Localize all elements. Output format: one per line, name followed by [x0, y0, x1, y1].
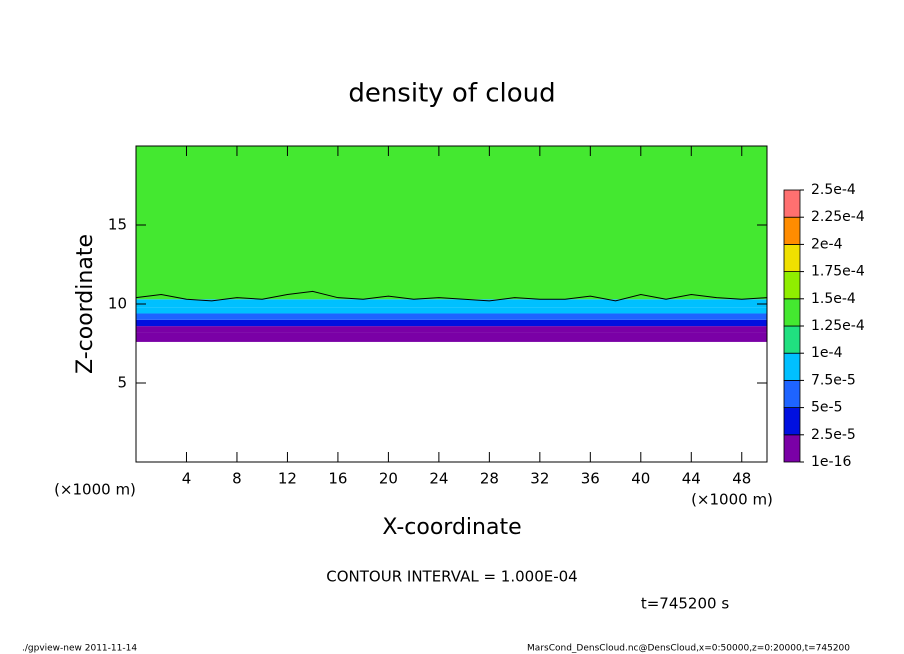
- colorbar-label: 1.75e-4: [811, 264, 865, 280]
- colorbar-box: [783, 298, 801, 327]
- colorbar-label: 1e-16: [811, 454, 851, 470]
- contour-interval: CONTOUR INTERVAL = 1.000E-04: [326, 568, 577, 586]
- colorbar-box: [783, 271, 801, 300]
- colorbar-label: 1.25e-4: [811, 318, 865, 334]
- colorbar-label: 2e-4: [811, 236, 843, 252]
- x-tick-label: 12: [278, 470, 297, 488]
- x-tick-label: 32: [530, 470, 549, 488]
- colorbar-box: [783, 434, 801, 463]
- x-tick-label: 16: [328, 470, 347, 488]
- colorbar-box: [783, 216, 801, 245]
- x-tick-label: 48: [732, 470, 751, 488]
- density-band: [136, 326, 767, 333]
- colorbar-box: [783, 379, 801, 408]
- x-tick-label: 24: [429, 470, 448, 488]
- colorbar-box: [783, 243, 801, 272]
- x-axis-label: X-coordinate: [382, 515, 521, 540]
- y-axis-label: Z-coordinate: [73, 234, 98, 374]
- x-tick-label: 36: [581, 470, 600, 488]
- y-tick-label: 10: [108, 295, 127, 313]
- density-band: [136, 146, 767, 300]
- density-band: [136, 307, 767, 314]
- y-tick-label: 5: [117, 374, 127, 392]
- x-tick-label: 8: [232, 470, 242, 488]
- x-tick-label: 28: [480, 470, 499, 488]
- colorbar-box: [783, 352, 801, 381]
- density-band: [136, 319, 767, 327]
- footer-right: MarsCond_DensCloud.nc@DensCloud,x=0:5000…: [527, 644, 850, 654]
- x-tick-label: 40: [631, 470, 650, 488]
- colorbar-label: 7.5e-5: [811, 372, 856, 388]
- x-tick-label: 4: [182, 470, 192, 488]
- time-label: t=745200 s: [641, 595, 729, 613]
- colorbar-box: [783, 325, 801, 354]
- y-tick-label: 15: [108, 216, 127, 234]
- y-unit: (×1000 m): [54, 481, 136, 499]
- density-band: [136, 332, 767, 342]
- contour-line: [135, 290, 768, 302]
- colorbar-box: [783, 189, 801, 218]
- density-band: [136, 313, 767, 320]
- chart-title: density of cloud: [348, 79, 555, 109]
- x-unit: (×1000 m): [691, 491, 773, 509]
- colorbar-box: [783, 407, 801, 436]
- colorbar-label: 2.5e-5: [811, 427, 856, 443]
- colorbar-label: 1.5e-4: [811, 291, 856, 307]
- footer-left: ./gpview-new 2011-11-14: [22, 644, 137, 654]
- density-band: [136, 299, 767, 308]
- colorbar-label: 2.5e-4: [811, 182, 856, 198]
- x-tick-label: 20: [379, 470, 398, 488]
- colorbar-label: 1e-4: [811, 345, 843, 361]
- colorbar-label: 2.25e-4: [811, 209, 865, 225]
- colorbar-label: 5e-5: [811, 400, 842, 416]
- x-tick-label: 44: [682, 470, 701, 488]
